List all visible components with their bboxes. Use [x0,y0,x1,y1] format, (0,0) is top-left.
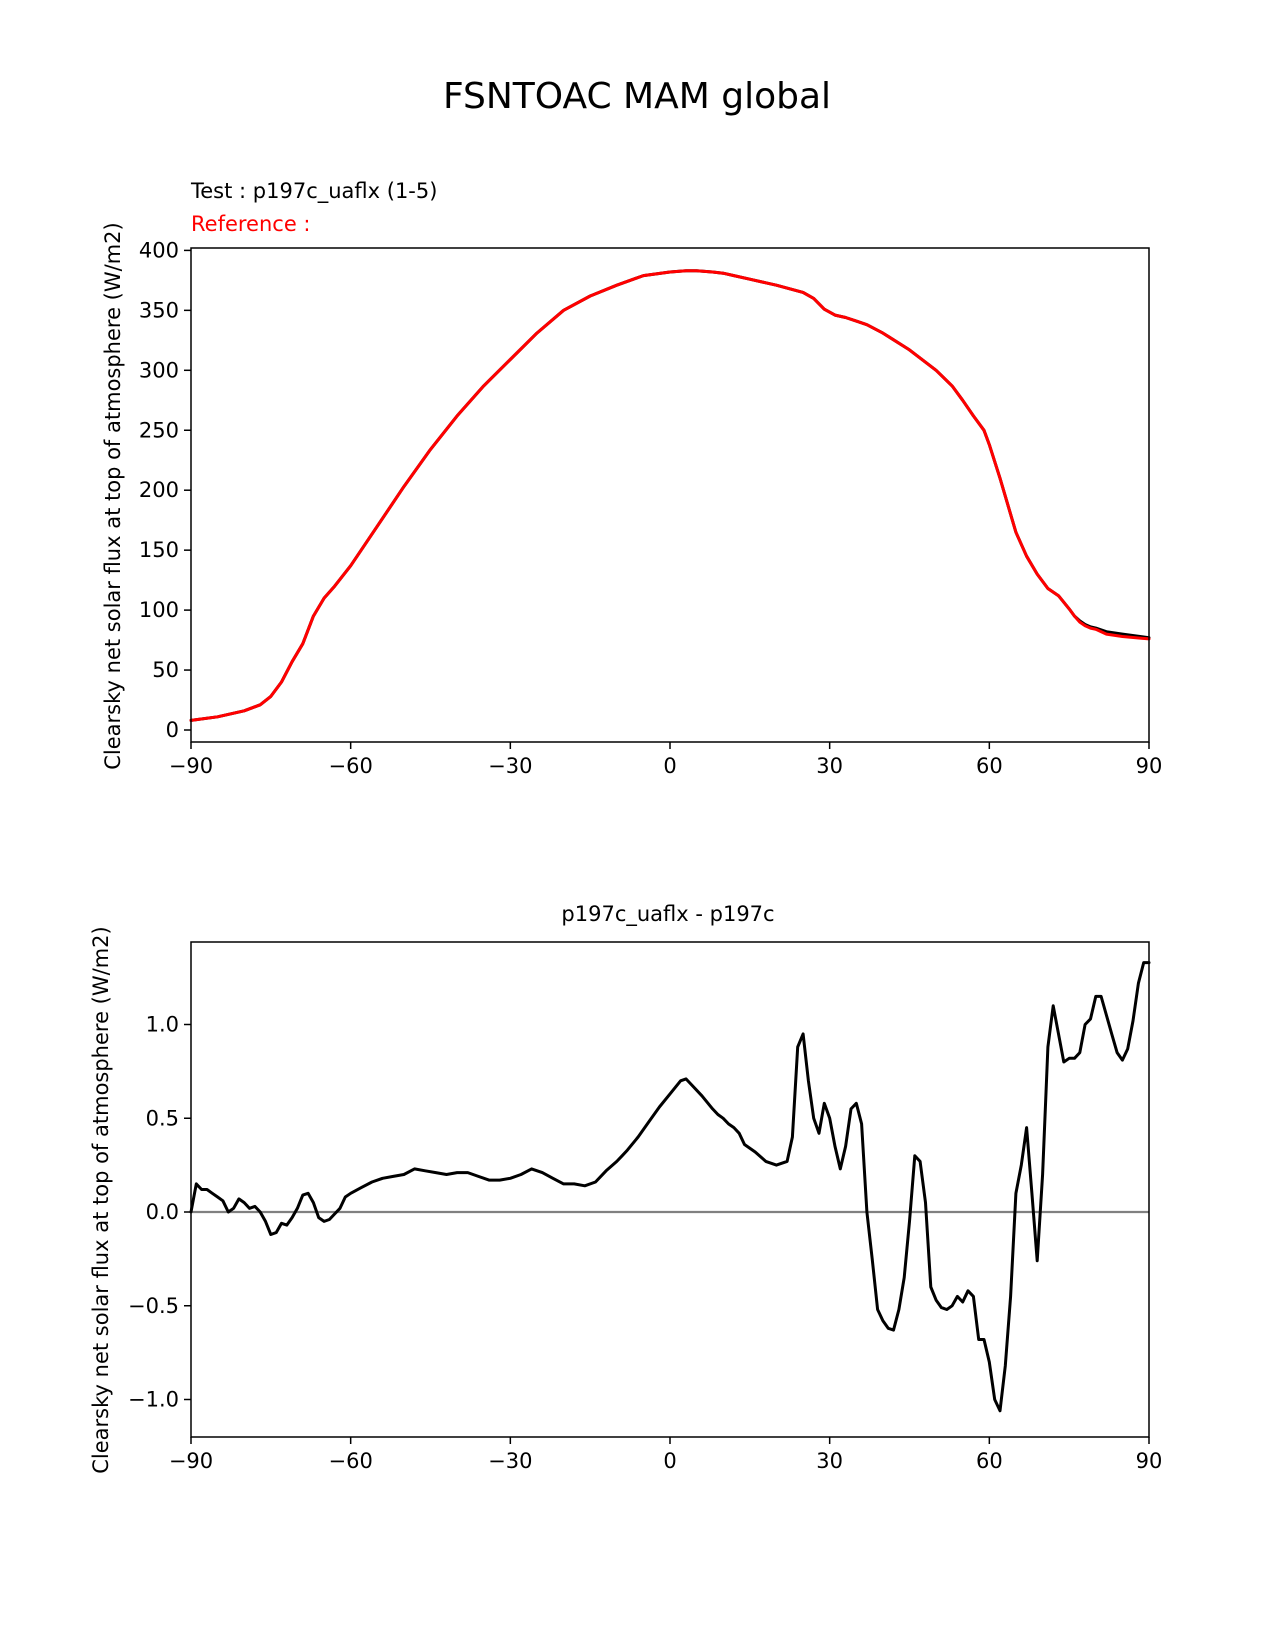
top-ytick-label: 50 [152,658,179,682]
bottom-xtick-label: 0 [663,1449,676,1473]
test-label: Test : p197c_uaflx (1-5) [190,179,437,204]
top-xtick-label: −90 [169,754,213,778]
top-xtick-label: −60 [329,754,373,778]
bottom-title: p197c_uaflx - p197c [561,902,774,927]
bottom-xtick-label: −60 [329,1449,373,1473]
top-xtick-label: 60 [976,754,1003,778]
top-plot-area: −90 −60 −30 0 30 60 90 0 50 100 150 200 250 300 350 400 [139,238,1162,778]
bottom-ytick-label: −1.0 [128,1388,179,1412]
figure-title: FSNTOAC MAM global [443,76,831,117]
bottom-xtick-label: 30 [816,1449,843,1473]
top-xtick-label: −30 [488,754,532,778]
top-ytick-label: 150 [139,538,179,562]
bottom-series-p197c-uaflx-p197c-line [189,961,1151,1413]
bottom-ytick-label: 0.5 [146,1106,179,1130]
reference-label: Reference : [191,212,311,236]
top-ytick-label: 250 [139,418,179,442]
top-ytick-label: 0 [166,718,179,742]
top-ytick-label: 400 [139,238,179,262]
top-ytick-label: 100 [139,598,179,622]
bottom-xtick-label: 60 [976,1449,1003,1473]
top-ylabel: Clearsky net solar flux at top of atmosp… [101,222,125,769]
top-ytick-label: 350 [139,298,179,322]
top-series-reference-line [189,269,1151,722]
bottom-ytick-label: 0.0 [146,1200,179,1224]
bottom-ytick-label: 1.0 [146,1013,179,1037]
top-xtick-label: 0 [663,754,676,778]
top-ytick-label: 300 [139,358,179,382]
top-ytick-label: 200 [139,478,179,502]
bottom-xtick-label: −90 [169,1449,213,1473]
top-xtick-label: 30 [816,754,843,778]
bottom-ytick-label: −0.5 [128,1294,179,1318]
bottom-xtick-label: 90 [1136,1449,1163,1473]
bottom-xtick-label: −30 [488,1449,532,1473]
top-xtick-label: 90 [1136,754,1163,778]
bottom-ylabel: Clearsky net solar flux at top of atmosp… [89,926,113,1473]
bottom-plot-area: −90 −60 −30 0 30 60 90 −1.0 −0.5 0.0 0.5 1.0 [128,941,1163,1473]
